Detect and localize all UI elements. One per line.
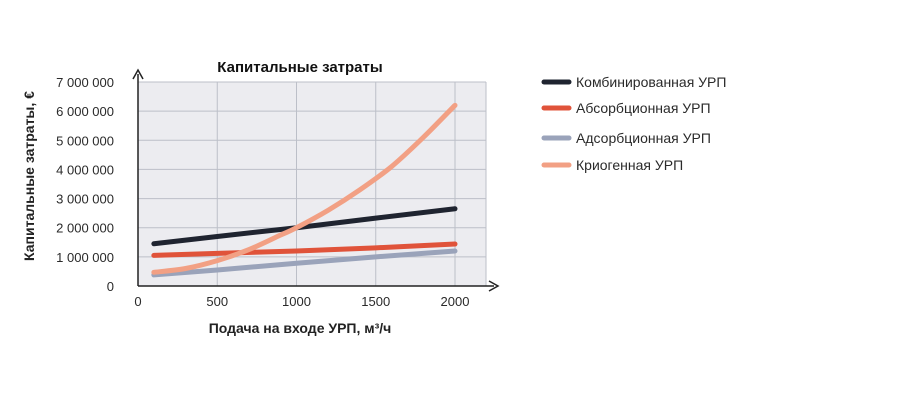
y-axis-ticks: 0 1 000 000 2 000 000 3 000 000 4 000 000 5 0… [56, 75, 114, 294]
y-tick-label: 7 000 000 [56, 75, 114, 90]
series-line-3 [151, 248, 458, 278]
x-tick-label: 500 [206, 294, 228, 309]
legend-label-2: Абсорбционная УРП [576, 100, 711, 116]
legend-label-4: Криогенная УРП [576, 157, 683, 173]
legend-label-1: Комбинированная УРП [576, 74, 726, 90]
series-line-2 [151, 241, 458, 258]
axes [132, 68, 500, 292]
y-tick-label: 2 000 000 [56, 221, 114, 236]
series-line-4 [151, 102, 458, 275]
y-tick-label: 6 000 000 [56, 104, 114, 119]
x-tick-label: 2000 [441, 294, 470, 309]
y-tick-label: 3 000 000 [56, 192, 114, 207]
x-axis-arrow [488, 280, 500, 292]
y-axis-arrow [132, 68, 144, 80]
y-axis-title: Капитальные затраты, € [21, 91, 37, 261]
legend: Комбинированная УРП Абсорбционная УРП Адсо… [541, 74, 726, 173]
y-tick-label: 4 000 000 [56, 162, 114, 177]
y-tick-label: 5 000 000 [56, 133, 114, 148]
x-tick-label: 1000 [282, 294, 311, 309]
y-tick-label: 1 000 000 [56, 250, 114, 265]
x-tick-label: 1500 [361, 294, 390, 309]
x-axis-ticks: 0 500 1000 1500 2000 [134, 294, 469, 309]
x-tick-label: 0 [134, 294, 141, 309]
chart-title: Капитальные затраты [217, 59, 382, 76]
x-axis-title: Подача на входе УРП, м³/ч [209, 320, 392, 336]
series-lines [151, 102, 458, 278]
legend-label-3: Адсорбционная УРП [576, 130, 711, 146]
y-tick-label: 0 [107, 279, 114, 294]
